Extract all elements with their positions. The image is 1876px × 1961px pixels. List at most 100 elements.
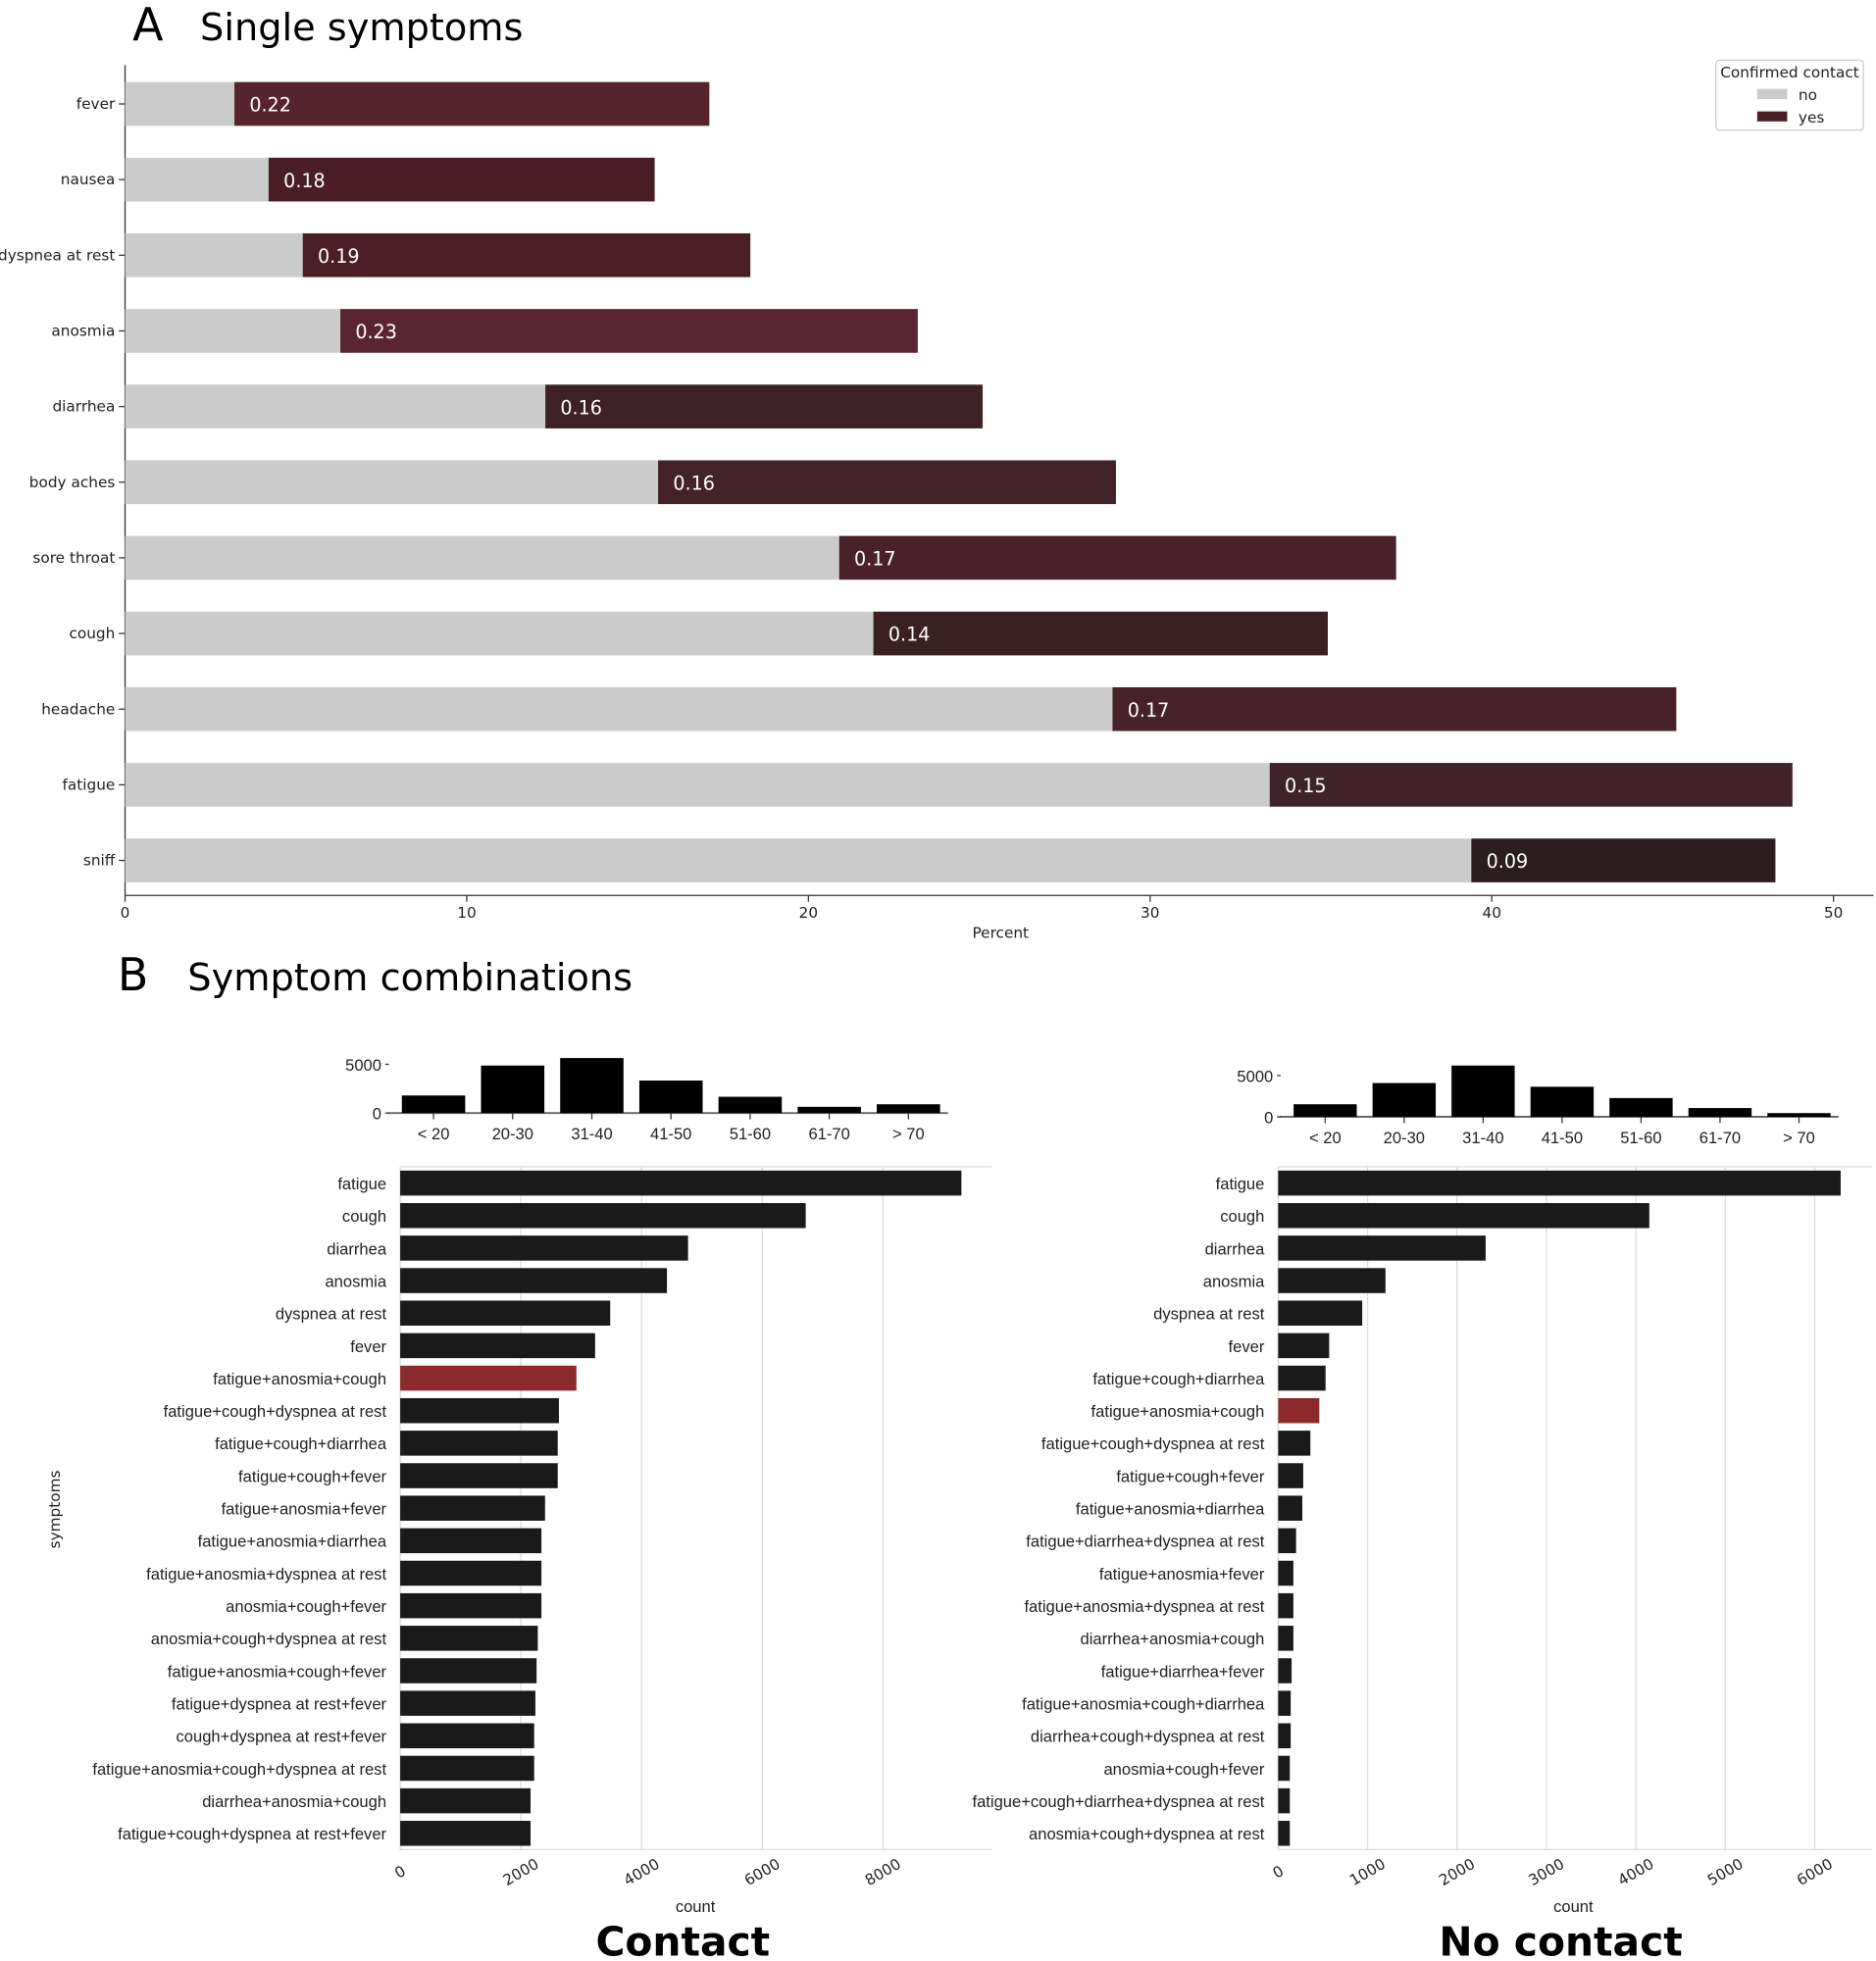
- bar: [400, 1268, 668, 1293]
- category-label: fatigue+anosmia+dyspnea at rest: [1024, 1597, 1264, 1616]
- bar: [1278, 1203, 1649, 1229]
- bar: [1278, 1560, 1293, 1586]
- bar: [1278, 1495, 1303, 1521]
- category-label: fatigue: [1216, 1175, 1265, 1193]
- panel-b-letter: B: [118, 948, 149, 1001]
- category-label: cough: [342, 1207, 386, 1226]
- x-tick-label: 6000: [741, 1855, 784, 1889]
- bar: [1278, 1787, 1291, 1814]
- bar: [400, 1821, 532, 1846]
- category-label: cough+dyspnea at rest+fever: [177, 1728, 387, 1746]
- histogram-bar: [1451, 1065, 1515, 1118]
- bar-no: [125, 535, 839, 580]
- bar: [1278, 1170, 1841, 1196]
- bar: [1278, 1821, 1291, 1846]
- histogram-bar: [1372, 1082, 1437, 1118]
- bar: [1278, 1755, 1291, 1782]
- category-label: fatigue+anosmia+diarrhea: [1076, 1500, 1265, 1519]
- x-tick-label: 4000: [1615, 1855, 1657, 1889]
- panel-b-ylabel: symptoms: [46, 1471, 64, 1549]
- single-symptoms-chart: 0 10 20 30 40 50 Percent fever 0.22 nausea 0.18 dys…: [0, 59, 1874, 942]
- data-label: 0.22: [249, 94, 291, 117]
- category-label: fatigue+cough+diarrhea: [1092, 1370, 1265, 1388]
- bar: [1278, 1365, 1326, 1391]
- bar: [400, 1397, 559, 1424]
- category-label: fatigue+cough+diarrhea: [215, 1434, 387, 1453]
- x-tick-label: 30: [1141, 904, 1159, 922]
- category-label: fatigue+anosmia+cough+dyspnea at rest: [92, 1760, 386, 1779]
- bar: [400, 1203, 806, 1229]
- bar: [1278, 1723, 1292, 1749]
- bar-no: [125, 157, 269, 202]
- bar: [1278, 1658, 1293, 1684]
- x-tick-label: 61-70: [1699, 1129, 1741, 1147]
- x-axis-label: Percent: [972, 925, 1029, 942]
- bar-no: [125, 384, 546, 428]
- category-label: fever: [1229, 1337, 1265, 1356]
- bar: [400, 1690, 535, 1716]
- bar: [1278, 1268, 1386, 1293]
- bar-yes: [234, 81, 710, 126]
- category-label: fatigue+anosmia+fever: [1099, 1565, 1265, 1584]
- histogram-bar: [560, 1058, 624, 1114]
- bar: [1278, 1626, 1293, 1651]
- x-tick-label: < 20: [1309, 1129, 1342, 1147]
- bar: [400, 1463, 558, 1488]
- histogram-bar: [481, 1065, 545, 1114]
- histogram-bar: [1688, 1108, 1752, 1118]
- highlighted-bar: [1278, 1397, 1320, 1424]
- bar: [400, 1592, 542, 1619]
- panel-a-letter: A: [132, 0, 164, 51]
- bar: [400, 1170, 962, 1196]
- bar-no: [125, 232, 303, 277]
- panel-a-title: Single symptoms: [200, 6, 523, 50]
- category-label: anosmia: [325, 1272, 386, 1290]
- bar: [400, 1723, 534, 1749]
- bar: [400, 1235, 688, 1261]
- no-contact-combinations-chart: 0 1000 2000 3000 4000 5000 6000 fatigue cough dia…: [972, 1166, 1873, 1961]
- legend-title: Confirmed contact: [1720, 64, 1859, 81]
- x-tick-label: 10: [457, 904, 476, 922]
- bar-yes: [838, 535, 1396, 580]
- y-tick-label: 5000: [345, 1056, 381, 1075]
- x-tick-label: 5000: [1704, 1855, 1747, 1889]
- category-label: fatigue+cough+dyspnea at rest: [1041, 1434, 1265, 1453]
- no-contact-age-histogram: 0 5000 < 20 20-30 31-40 41-50 51-60 61-70 > 70: [1237, 1065, 1839, 1147]
- bar-yes: [1269, 763, 1793, 807]
- category-label: diarrhea: [327, 1239, 387, 1258]
- x-tick-label: 41-50: [1542, 1129, 1583, 1147]
- data-label: 0.17: [854, 548, 896, 571]
- data-label: 0.16: [560, 396, 602, 419]
- legend-swatch-yes: [1756, 111, 1788, 122]
- category-label: diarrhea+cough+dyspnea at rest: [1031, 1728, 1265, 1746]
- category-label: fatigue: [337, 1175, 386, 1193]
- histogram-bar: [877, 1104, 940, 1114]
- x-tick-label: 31-40: [1462, 1129, 1503, 1147]
- bar: [400, 1658, 537, 1684]
- category-label: diarrhea: [52, 398, 115, 416]
- highlighted-bar: [400, 1365, 577, 1391]
- category-label: fatigue+anosmia+cough: [213, 1370, 386, 1388]
- category-label: fatigue+anosmia+diarrhea: [198, 1533, 387, 1551]
- data-label: 0.17: [1128, 699, 1170, 722]
- y-tick-label: 0: [373, 1105, 381, 1124]
- legend-swatch-no: [1756, 88, 1788, 99]
- bar: [1278, 1690, 1292, 1716]
- y-tick-label: 5000: [1237, 1067, 1273, 1085]
- bar-yes: [1112, 686, 1677, 731]
- panel-caption: Contact: [595, 1919, 770, 1961]
- bar-yes: [873, 611, 1328, 656]
- category-label: dyspnea at rest: [276, 1305, 387, 1324]
- bar: [1278, 1235, 1486, 1261]
- category-label: fatigue+anosmia+dyspnea at rest: [146, 1565, 386, 1584]
- bar: [400, 1495, 545, 1521]
- histogram-bar: [638, 1081, 703, 1114]
- bar-yes: [302, 232, 751, 277]
- x-tick-label: > 70: [1783, 1129, 1815, 1147]
- bar: [1278, 1528, 1296, 1554]
- x-tick-label: 0: [121, 904, 130, 922]
- category-label: fatigue+cough+dyspnea at rest+fever: [118, 1825, 386, 1843]
- bar: [400, 1431, 558, 1456]
- x-tick-label: 51-60: [1620, 1129, 1661, 1147]
